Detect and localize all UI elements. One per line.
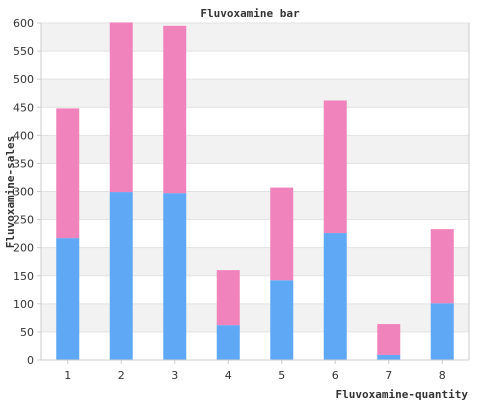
grid-band [41, 303, 469, 332]
y-tick-label: 450 [13, 101, 34, 114]
y-tick-label: 350 [13, 157, 34, 170]
x-tick-label: 7 [385, 369, 392, 382]
bar-segment-2-8 [430, 229, 454, 304]
bar-segment-2-2 [109, 22, 133, 193]
x-axis-label: Fluvoxamine-quantity [336, 388, 469, 400]
bar-segment-2-4 [216, 270, 240, 326]
y-tick-label: 0 [27, 354, 34, 367]
x-tick-label: 5 [278, 369, 285, 382]
bar-segment-1-7 [377, 354, 401, 360]
y-tick-label: 50 [20, 326, 34, 339]
x-tick-label: 8 [439, 369, 446, 382]
bar-segment-2-1 [56, 108, 80, 239]
y-tick-label: 600 [13, 17, 34, 30]
bar-segment-1-3 [163, 193, 187, 360]
x-tick-label: 6 [332, 369, 339, 382]
y-tick-label: 250 [13, 214, 34, 227]
y-tick-labels: 0 50 100 150 200 250 300 350 400 450 500 550 600 [13, 17, 41, 367]
bar-segment-1-6 [323, 233, 347, 360]
grid-band [41, 247, 469, 276]
grid-band [41, 23, 469, 52]
bar-segment-2-6 [323, 100, 347, 234]
bar-segment-1-8 [430, 303, 454, 360]
y-tick-label: 550 [13, 45, 34, 58]
y-tick-label: 100 [13, 298, 34, 311]
x-tick-label: 1 [64, 369, 71, 382]
bar-segment-2-7 [377, 324, 401, 355]
bar-segment-1-5 [270, 280, 294, 360]
bars [56, 22, 454, 360]
y-axis-label: Fluvoxamine-sales [4, 136, 17, 249]
y-tick-label: 400 [13, 129, 34, 142]
background-bands [41, 23, 469, 332]
x-tick-labels: 1 2 3 4 5 6 7 8 [64, 360, 446, 382]
y-tick-label: 200 [13, 242, 34, 255]
y-tick-label: 150 [13, 270, 34, 283]
chart-title: Fluvoxamine bar [200, 7, 300, 20]
grid-band [41, 191, 469, 220]
y-tick-label: 500 [13, 73, 34, 86]
bar-segment-1-2 [109, 192, 133, 360]
x-tick-label: 2 [118, 369, 125, 382]
grid-band [41, 135, 469, 164]
bar-segment-2-5 [270, 187, 294, 281]
bar-segment-1-1 [56, 238, 80, 360]
x-tick-label: 4 [225, 369, 232, 382]
x-tick-label: 3 [171, 369, 178, 382]
bar-segment-1-4 [216, 325, 240, 360]
y-tick-label: 300 [13, 186, 34, 199]
bar-segment-2-3 [163, 25, 187, 194]
grid-band [41, 79, 469, 108]
